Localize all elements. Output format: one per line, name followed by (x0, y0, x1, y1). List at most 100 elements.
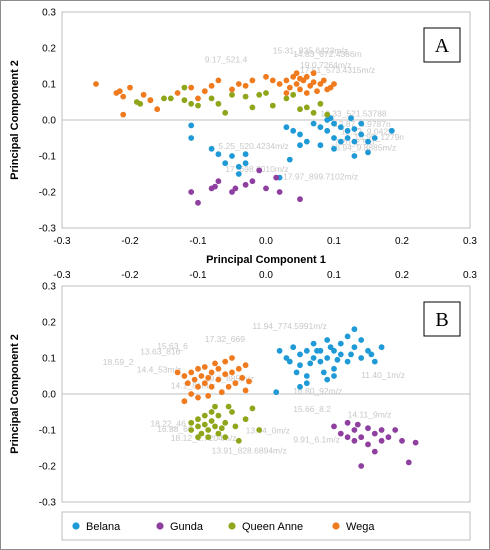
panel-b-point-queen-anne (208, 409, 215, 415)
panel-a-point-belana (331, 145, 337, 152)
panel-b-y-tick-label: 0.0 (42, 390, 56, 401)
panel-a-point-gunda (215, 178, 222, 185)
panel-a-point-queen-anne (283, 95, 290, 102)
panel-a-y-tick-label: 0.3 (42, 8, 56, 19)
panel-a-point-queen-anne (208, 95, 215, 102)
panel-a-point-belana (310, 120, 317, 127)
panel-b-y-ticks: 0.3 0.2 0.1 0.0 -0.1 -0.2 -0.3 (39, 282, 57, 509)
panel-a-point-wega (331, 81, 337, 87)
panel-b-point-gunda (371, 430, 378, 437)
panel-a-point-wega (327, 84, 334, 91)
panel-b-point-belana (320, 369, 327, 376)
panel-a-point-wega (215, 77, 222, 84)
panel-a-point-queen-anne (161, 95, 167, 102)
panel-b-loading-annotation: 17.32_669 (205, 334, 245, 344)
panel-b-loading-annotation: 19.6_685m/z (205, 373, 254, 383)
panel-b-point-belana (351, 326, 358, 333)
panel-b-point-queen-anne (235, 437, 242, 444)
panel-b-point-wega (208, 383, 215, 390)
panel-a: 0.3 0.2 0.1 0.0 -0.1 -0.2 -0.3 -0.3 -0.2 -0.1 0.0… (9, 8, 477, 267)
panel-b-point-belana (324, 337, 331, 343)
panel-b-point-belana (297, 362, 303, 369)
panel-b-point-belana (365, 347, 371, 354)
panel-a-point-belana (324, 127, 331, 134)
panel-b-point-gunda (365, 441, 371, 448)
panel-b-point-wega (174, 369, 181, 376)
panel-a-point-wega (314, 88, 320, 95)
panel-a-x-tick-label: 0.1 (327, 236, 341, 247)
panel-b-point-wega (201, 364, 208, 370)
panel-b-x-tick-label: 0.0 (259, 270, 273, 281)
panel-b-point-queen-anne (225, 403, 232, 410)
panel-a-point-belana (297, 131, 303, 138)
panel-b-loading-annotation: 14.11_9m/z (348, 409, 392, 419)
panel-a-point-queen-anne (242, 93, 249, 100)
panel-a-point-queen-anne (297, 106, 303, 113)
panel-a-loading-annotation: 12.13_9.0425 (341, 126, 393, 136)
panel-a-point-wega (208, 82, 215, 89)
panel-a-point-belana (229, 153, 235, 159)
panel-a-loading-annotation: 16.94_9.8885m/z (331, 143, 397, 153)
panel-a-point-gunda (188, 189, 195, 195)
panel-b-loading-annotation: 14.1_81m/z (171, 381, 215, 391)
panel-a-point-queen-anne (215, 100, 222, 107)
panel-b-x-tick-label: -0.3 (53, 270, 71, 281)
panel-a-point-wega (283, 77, 290, 84)
panel-b-point-queen-anne (212, 423, 218, 430)
panel-a-loading-annotation: 16.99_1279n (354, 132, 404, 142)
panel-a-point-gunda (263, 185, 269, 192)
panel-a-point-belana (351, 153, 358, 159)
panel-a-point-gunda (229, 189, 235, 195)
panel-a-point-wega (307, 82, 314, 89)
legend-label-gunda: Gunda (170, 521, 204, 533)
panel-a-point-wega (120, 111, 127, 118)
panel-b-point-gunda (392, 427, 399, 433)
panel-a-point-wega (235, 81, 242, 87)
panel-a-point-belana (331, 120, 337, 127)
panel-a-point-belana (317, 124, 324, 131)
panel-a-point-wega (93, 81, 99, 87)
panel-a-point-gunda (249, 178, 256, 185)
panel-b-y-tick-label: -0.2 (39, 462, 57, 473)
panel-b-point-belana (378, 344, 385, 351)
panel-a-point-wega (310, 70, 317, 77)
panel-a-point-wega (303, 90, 310, 96)
panel-a-x-tick-label: 0.3 (463, 236, 477, 247)
panel-a-point-belana (337, 138, 344, 145)
panel-a-x-axis-title: Principal Component 1 (206, 254, 326, 266)
panel-a-point-wega (283, 90, 290, 96)
panel-b-loading-annotation: 18.22_46 (150, 418, 186, 428)
panel-b-point-belana (293, 369, 300, 376)
panel-b-point-queen-anne (205, 427, 212, 433)
panel-b-point-belana (307, 360, 314, 367)
panel-a-point-queen-anne (290, 91, 297, 98)
panel-a-point-wega (120, 93, 127, 100)
panel-a-point-wega (127, 84, 133, 91)
panel-b-point-queen-anne (205, 434, 212, 441)
panel-b-point-wega (225, 383, 232, 390)
panel-b-loading-annotation: 18.12_1.7204m/z (171, 433, 237, 443)
panel-b-point-queen-anne (218, 425, 225, 432)
panel-b-loading-annotation: 11.40_1m/z (361, 370, 405, 380)
panel-b-point-gunda (378, 437, 385, 444)
panel-b-point-gunda (351, 437, 358, 444)
panel-b-x-tick-label: -0.2 (121, 270, 139, 281)
panel-b-point-belana (314, 347, 320, 354)
panel-b-point-belana (337, 340, 344, 347)
panel-b-point-wega (198, 373, 205, 379)
panel-a-point-belana (297, 142, 303, 149)
panel-b-point-belana (337, 351, 344, 358)
panel-a-point-belana (215, 151, 222, 158)
panel-b-point-belana (297, 351, 303, 358)
panel-a-point-wega (290, 73, 297, 80)
panel-b-point-queen-anne (232, 423, 239, 430)
panel-b-point-belana (290, 344, 297, 351)
panel-b-point-queen-anne (195, 423, 201, 430)
panel-b-point-queen-anne (222, 419, 229, 426)
panel-a-point-wega (242, 82, 249, 89)
panel-b-point-wega (208, 369, 215, 376)
panel-b-point-wega (205, 392, 212, 399)
panel-a-point-belana (235, 171, 242, 177)
panel-b-point-belana (331, 365, 337, 372)
panel-b-point-gunda (351, 427, 358, 433)
